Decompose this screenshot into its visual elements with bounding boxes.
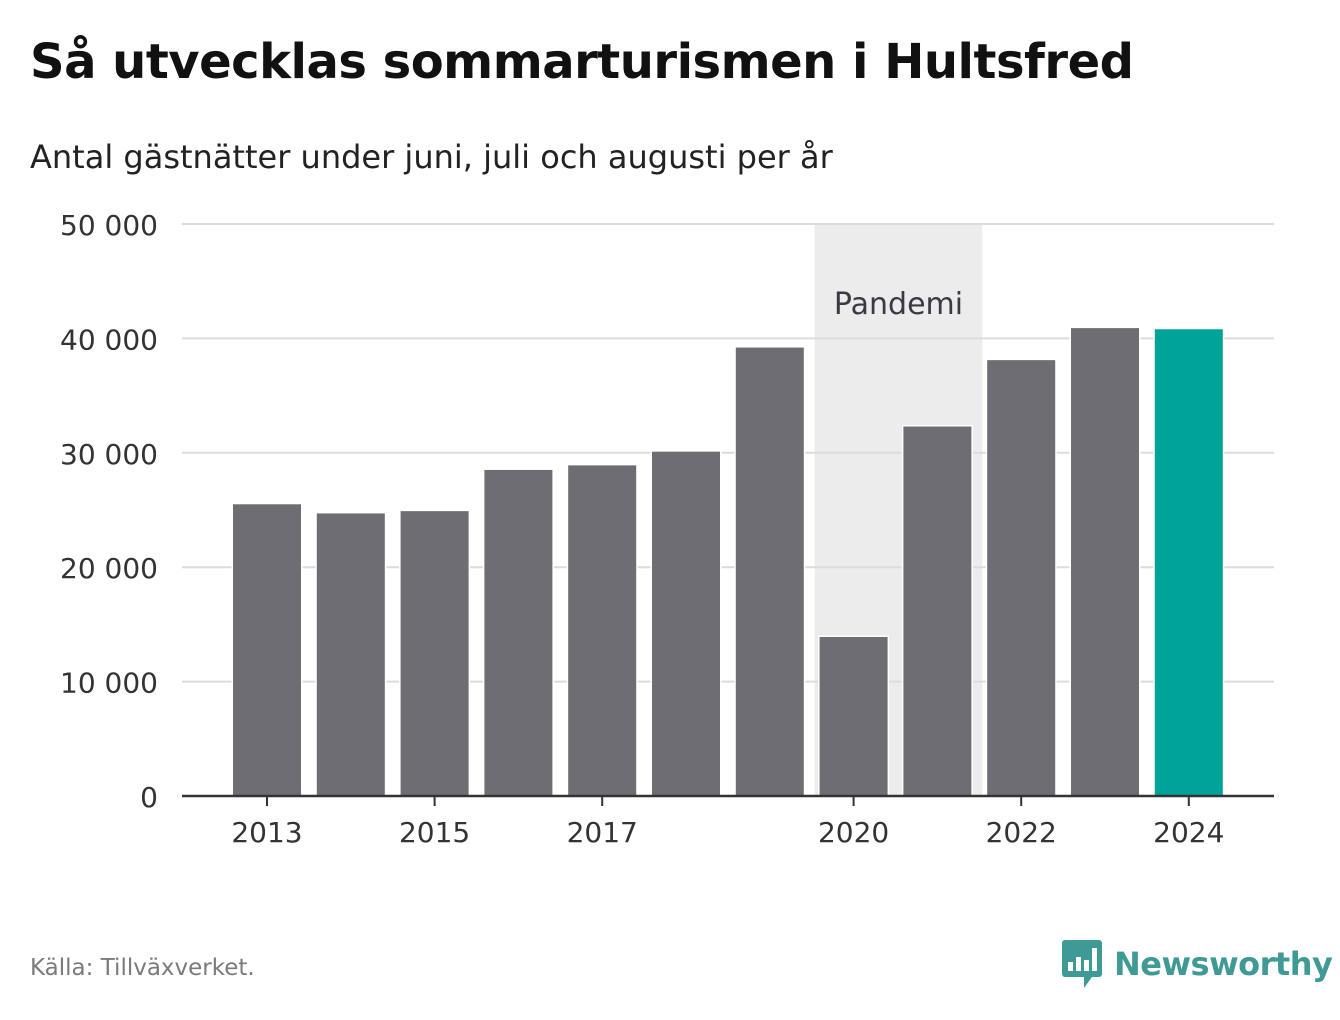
y-tick-label: 20 000 (60, 552, 158, 585)
bar (985, 358, 1057, 798)
x-tick-label: 2013 (231, 816, 302, 849)
bar (231, 502, 303, 798)
bar (1069, 326, 1141, 798)
x-tick-label: 2015 (399, 816, 470, 849)
bar (399, 509, 471, 798)
bar-chart: 0 10 000 20 000 30 000 40 000 50 000 Pandemi 20… (60, 209, 1274, 849)
bar (566, 463, 638, 798)
source-note: Källa: Tillväxverket. (30, 955, 255, 981)
brand-name: Newsworthy (1114, 945, 1333, 983)
y-tick-label: 50 000 (60, 209, 158, 242)
brand: Newsworthy (1062, 940, 1333, 988)
x-tick-label: 2024 (1153, 816, 1224, 849)
bar (650, 450, 722, 798)
pandemic-label: Pandemi (834, 287, 963, 322)
y-tick-label: 0 (140, 781, 158, 814)
chart-subtitle: Antal gästnätter under juni, juli och au… (30, 138, 833, 176)
x-tick-label: 2020 (818, 816, 889, 849)
x-tick-label: 2022 (986, 816, 1057, 849)
bar (818, 635, 890, 798)
newsworthy-logo-icon (1062, 940, 1102, 988)
bar (482, 468, 554, 798)
bar (734, 346, 806, 798)
y-tick-label: 40 000 (60, 323, 158, 356)
x-tick-label: 2017 (567, 816, 638, 849)
bar (901, 424, 973, 798)
y-tick-label: 30 000 (60, 438, 158, 471)
bar (315, 511, 387, 798)
bar-highlight (1153, 327, 1225, 798)
y-tick-label: 10 000 (60, 667, 158, 700)
chart-title: Så utvecklas sommarturismen i Hultsfred (30, 34, 1134, 90)
